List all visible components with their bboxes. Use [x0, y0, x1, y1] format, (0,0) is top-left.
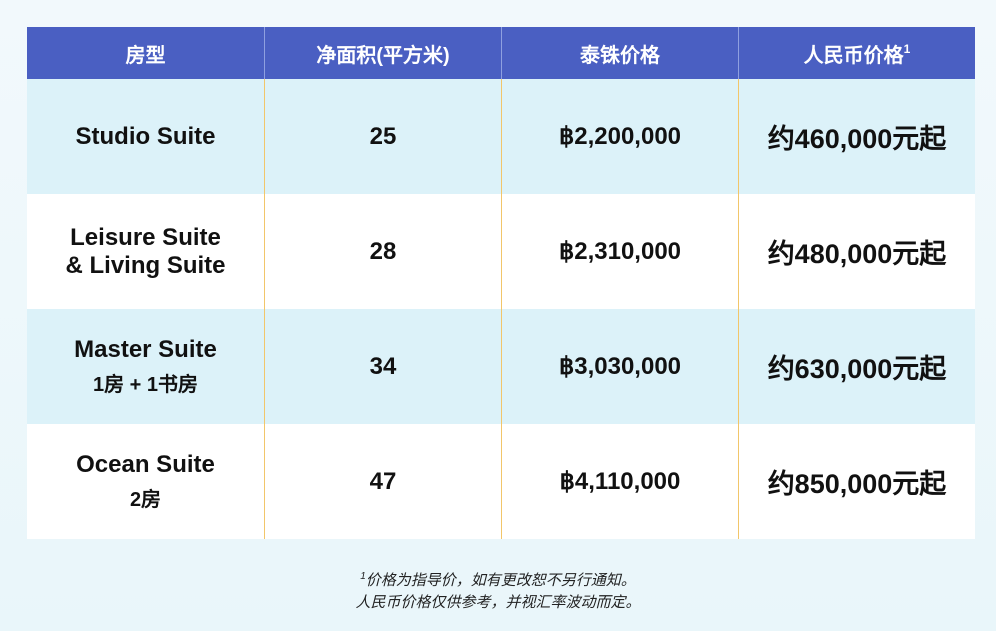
cell-text: 约630,000元起 — [767, 354, 947, 384]
table-cell: Master Suite 1房 + 1书房 — [27, 309, 264, 424]
footnote-text: 人民币价格仅供参考，并视汇率波动而定。 — [355, 594, 641, 611]
table-cell: 约850,000元起 — [738, 424, 975, 539]
cell-line: Leisure Suite — [70, 223, 221, 251]
cell-text: 约480,000元起 — [767, 239, 947, 269]
cell-text: 约850,000元起 — [767, 469, 947, 499]
table-cell: Leisure Suite & Living Suite — [27, 194, 264, 309]
header-row: 房型 净面积(平方米) 泰铢价格 人民币价格 1 — [27, 27, 975, 79]
table-cell: 25 — [264, 79, 501, 194]
header-text: 房型 — [125, 44, 166, 67]
cell-line: 2房 — [129, 489, 162, 511]
header-cell: 房型 — [27, 27, 264, 79]
cell-line: Ocean Suite — [76, 451, 215, 478]
cell-text: 25 — [369, 122, 397, 150]
footnote-mark: 1 — [903, 42, 911, 56]
header-text: 泰铢价格 — [580, 44, 660, 67]
header-text: 净面积(平方米) — [316, 44, 450, 67]
cell-line: & Living Suite — [65, 251, 226, 279]
header-cell: 人民币价格 1 — [738, 27, 975, 79]
table-cell: ฿2,200,000 — [501, 79, 738, 194]
cell-text: ฿3,030,000 — [558, 353, 682, 380]
cell-text: 28 — [369, 237, 397, 265]
footnote: 1价格为指导价，如有更改恕不另行通知。 人民币价格仅供参考，并视汇率波动而定。 — [0, 566, 996, 614]
table-cell: 47 — [264, 424, 501, 539]
footnote-text: 价格为指导价，如有更改恕不另行通知。 — [365, 572, 636, 589]
cell-text: ฿2,200,000 — [558, 123, 682, 150]
cell-text: 34 — [369, 352, 397, 380]
table-cell: Ocean Suite 2房 — [27, 424, 264, 539]
header-text: 人民币价格 — [803, 44, 904, 67]
cell-line: Studio Suite — [75, 122, 216, 150]
cell-line: Master Suite — [74, 336, 217, 363]
price-table: 房型 净面积(平方米) 泰铢价格 人民币价格 1 Studio Suite 25 ฿2,200… — [27, 27, 975, 539]
table-cell: 28 — [264, 194, 501, 309]
table-cell: 约460,000元起 — [738, 79, 975, 194]
table-cell: ฿3,030,000 — [501, 309, 738, 424]
header-cell: 泰铢价格 — [501, 27, 738, 79]
header-cell: 净面积(平方米) — [264, 27, 501, 79]
footnote-mark: 1 — [360, 571, 366, 582]
cell-line: 1房 + 1书房 — [92, 374, 199, 396]
cell-text: 约460,000元起 — [767, 124, 947, 154]
table-row: Leisure Suite & Living Suite 28 ฿2,310,000 约… — [27, 194, 975, 309]
table-cell: 34 — [264, 309, 501, 424]
table-cell: Studio Suite — [27, 79, 264, 194]
table-cell: 约630,000元起 — [738, 309, 975, 424]
cell-text: ฿4,110,000 — [559, 468, 681, 495]
table-cell: ฿4,110,000 — [501, 424, 738, 539]
footnote-line: 1价格为指导价，如有更改恕不另行通知。 — [0, 566, 996, 592]
table-row: Studio Suite 25 ฿2,200,000 约460,000元起 — [27, 79, 975, 194]
table-row: Master Suite 1房 + 1书房 34 ฿3,030,000 约630,000… — [27, 309, 975, 424]
cell-text: 47 — [369, 467, 397, 495]
table-cell: 约480,000元起 — [738, 194, 975, 309]
table-row: Ocean Suite 2房 47 ฿4,110,000 约850,000元起 — [27, 424, 975, 539]
footnote-line: 人民币价格仅供参考，并视汇率波动而定。 — [0, 592, 996, 614]
cell-text: ฿2,310,000 — [558, 238, 682, 265]
table-cell: ฿2,310,000 — [501, 194, 738, 309]
